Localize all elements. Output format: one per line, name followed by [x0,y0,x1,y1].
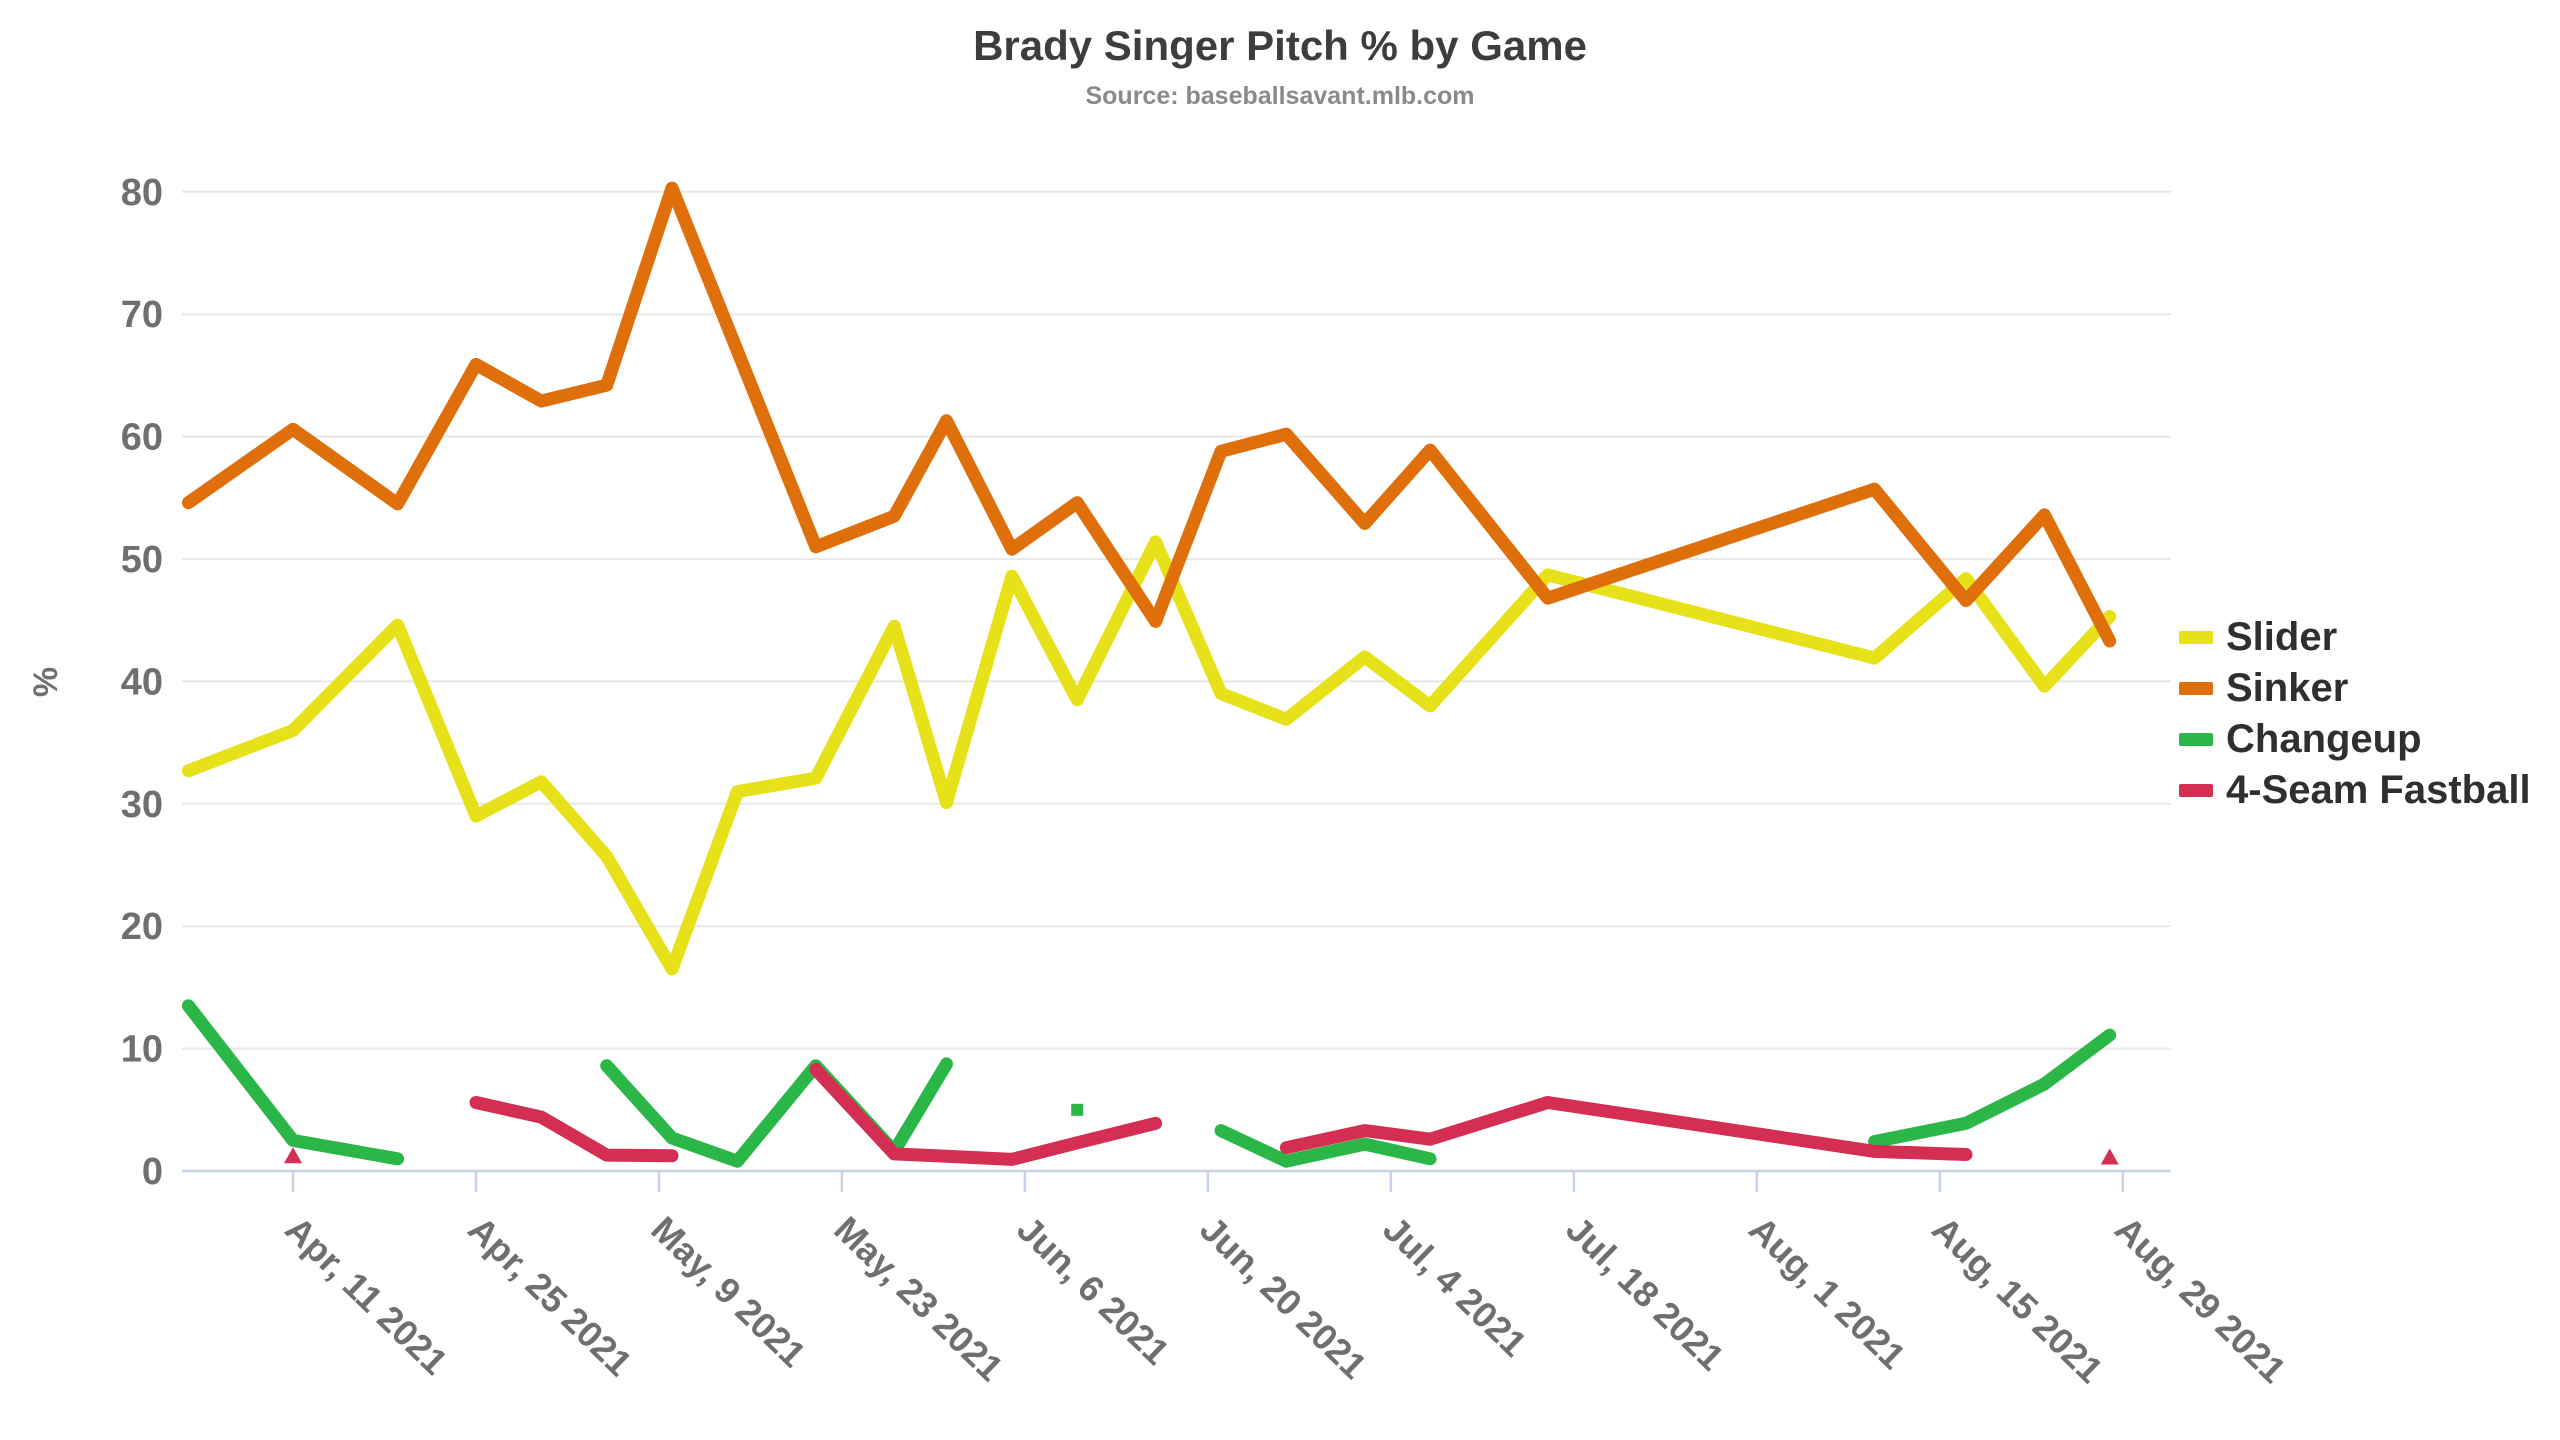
x-tick-label: Aug, 15 2021 [1924,1208,2111,1390]
point-marker-4-seam-fastball[interactable] [284,1147,302,1164]
x-tick-label: Jun, 6 2021 [1009,1208,1177,1372]
point-marker-4-seam-fastball[interactable] [2100,1148,2119,1165]
series-line-slider[interactable] [181,535,2117,976]
y-tick-label: 40 [121,661,163,703]
legend-item-4-seam-fastball[interactable]: 4-Seam Fastball [2179,765,2531,816]
legend-label: Changeup [2226,717,2422,761]
series-line-changeup[interactable] [1868,1028,2117,1149]
y-tick-label: 10 [121,1029,163,1071]
legend-label: Sinker [2226,666,2349,710]
chart-subtitle: Source: baseballsavant.mlb.com [1085,82,1475,110]
slider-line-swatch [2179,631,2213,644]
series-line-4-seam-fastball[interactable] [1279,1096,1973,1161]
legend-item-changeup[interactable]: Changeup [2179,714,2531,765]
series-line-4-seam-fastball[interactable] [809,1062,1163,1166]
y-tick-label: 0 [142,1151,163,1193]
x-tick-label: Jun, 20 2021 [1192,1208,1375,1386]
y-tick-label: 60 [121,417,163,459]
chart-title: Brady Singer Pitch % by Game [973,22,1587,69]
y-tick-label: 70 [121,294,163,336]
series-line-changeup[interactable] [600,1057,953,1168]
point-marker-changeup[interactable] [1071,1103,1084,1116]
changeup-line-swatch [2179,733,2213,746]
legend-label: Slider [2226,615,2338,659]
series-line-4-seam-fastball[interactable] [469,1096,679,1163]
y-tick-label: 30 [121,784,163,826]
y-axis-title: % [27,667,65,697]
x-tick-label: Apr, 11 2021 [277,1208,455,1382]
y-tick-label: 80 [121,172,163,214]
chart-header: Brady Singer Pitch % by Game Source: bas… [0,22,2560,111]
series-line-changeup[interactable] [1214,1124,1437,1168]
fastball-line-swatch [2179,784,2213,797]
series-line-changeup[interactable] [181,999,405,1166]
legend-item-slider[interactable]: Slider [2179,612,2531,663]
legend-item-sinker[interactable]: Sinker [2179,663,2531,714]
legend-label: 4-Seam Fastball [2226,768,2531,812]
x-tick-label: Jul, 4 2021 [1375,1208,1535,1364]
series-line-sinker[interactable] [181,181,2117,648]
x-tick-label: May, 23 2021 [826,1208,1011,1389]
x-tick-label: Jul, 18 2021 [1558,1208,1732,1378]
y-tick-label: 50 [121,539,163,581]
sinker-line-swatch [2179,682,2213,695]
x-tick-label: May, 9 2021 [643,1208,814,1375]
x-tick-label: Apr, 25 2021 [460,1208,640,1383]
x-tick-label: Aug, 1 2021 [1741,1208,1913,1376]
chart-legend: Slider Sinker Changeup 4-Seam Fastball [2179,612,2531,816]
x-tick-label: Aug, 29 2021 [2107,1208,2294,1390]
y-tick-label: 20 [121,906,163,948]
